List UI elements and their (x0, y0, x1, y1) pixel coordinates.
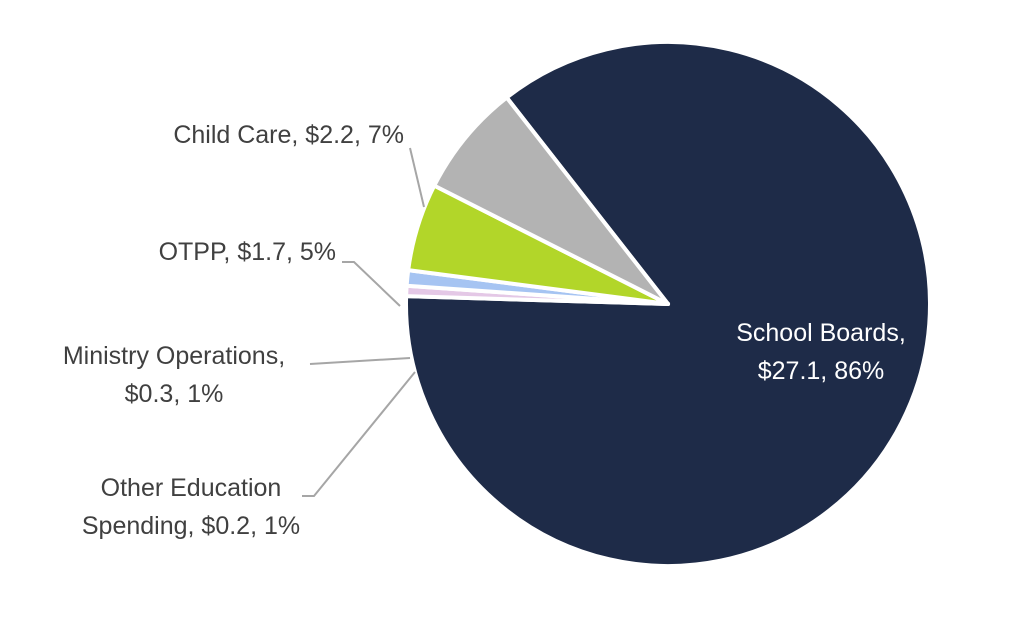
leader-line-otpp (342, 261, 401, 307)
pie-slice-child-care (432, 95, 670, 306)
leader-line-other-education (302, 371, 416, 497)
data-label-other-education-spending: Other Education Spending, $0.2, 1% (81, 474, 301, 540)
leader-line-child-care (409, 147, 425, 208)
data-label-ministry-operations: Ministry Operations, $0.3, 1% (62, 342, 286, 408)
data-label-child-care: Child Care, $2.2, 7% (173, 121, 404, 149)
data-label-school-boards: School Boards, $27.1, 86% (736, 319, 906, 385)
leader-line-ministry-operations (309, 357, 411, 365)
data-label-otpp: OTPP, $1.7, 5% (158, 238, 336, 266)
